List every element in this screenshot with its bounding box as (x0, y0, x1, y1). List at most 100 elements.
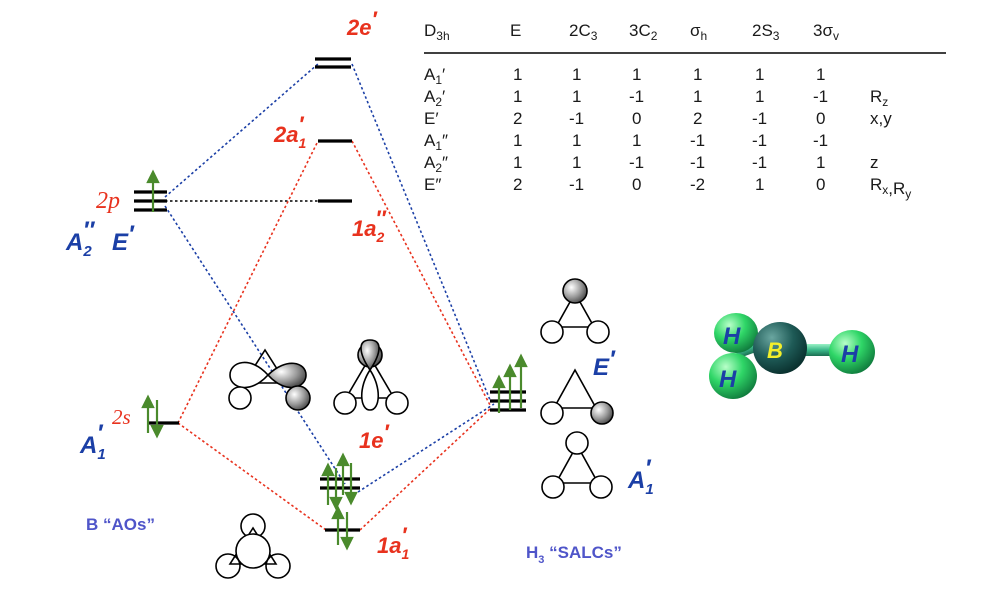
electron-pairs-1e (321, 452, 358, 511)
table-irrep-label: A1′ (424, 65, 445, 87)
table-cell: 1 (816, 153, 825, 172)
table-cell: 1 (632, 65, 641, 84)
table-basis: Rx,Ry (870, 175, 911, 201)
corr-salc-to-1e (357, 403, 495, 493)
table-basis: Rz (870, 87, 888, 109)
electron-pair-2s (141, 394, 164, 439)
table-cell: -1 (690, 153, 705, 172)
table-row: A1″ 1 1 1 -1 -1 -1 (424, 131, 828, 153)
electron-h3-up (492, 353, 528, 413)
table-irrep-label: A1″ (424, 131, 448, 153)
orbital-1e-inplane (228, 348, 311, 411)
table-cell: -1 (569, 109, 584, 128)
table-cell: 0 (816, 175, 825, 194)
table-rows: A1′ 1 1 1 1 1 1 A2′ 1 1 -1 1 1 -1 Rz E′ 2 -1 0 2 -1 0 x,y A1″ 1 1… (424, 65, 911, 201)
table-cell: -1 (690, 131, 705, 150)
table-cell: 1 (693, 65, 702, 84)
table-cell: 0 (632, 175, 641, 194)
salc-e-prime-2 (540, 368, 614, 425)
table-cell: 2 (513, 175, 522, 194)
table-cell: -1 (813, 131, 828, 150)
label-1e-prime: 1e′ (359, 420, 390, 453)
table-cell: -1 (752, 153, 767, 172)
table-cell: 1 (513, 65, 522, 84)
table-cell: 1 (572, 87, 581, 106)
table-cell: 1 (572, 131, 581, 150)
table-row: A1′ 1 1 1 1 1 1 (424, 65, 825, 87)
table-header-0: E (510, 21, 521, 40)
level-2e-prime (315, 57, 351, 69)
table-cell: 1 (513, 131, 522, 150)
table-cell: -1 (813, 87, 828, 106)
h3-salcs-caption: H3 “SALCs” (526, 543, 622, 566)
table-cell: 1 (693, 87, 702, 106)
table-row: A2′ 1 1 -1 1 1 -1 Rz (424, 87, 888, 109)
electron-pair-1a1 (331, 505, 354, 551)
table-group-label: D3h (424, 21, 450, 43)
table-cell: 1 (755, 65, 764, 84)
symmetry-a2-dprime: A2″ (65, 217, 96, 260)
table-header-2: 3C2 (629, 21, 658, 43)
atom-h-right (829, 330, 875, 374)
table-irrep-label: E′ (424, 109, 439, 128)
level-boron-2p (134, 190, 167, 212)
electron-2p-up (146, 169, 160, 212)
character-table: D3h E 2C3 3C2 σh 2S3 3σv A1′ 1 1 1 1 1 1 A2′ 1 1 -1 1 1 -1… (424, 21, 946, 201)
table-cell: -2 (690, 175, 705, 194)
table-cell: 1 (755, 175, 764, 194)
molecule-label-h2: H (719, 366, 737, 393)
label-2e-prime: 2e′ (346, 7, 378, 40)
boron-aos-caption: B “AOs” (86, 515, 155, 534)
orbital-sketches (215, 278, 614, 579)
table-row: A2″ 1 1 -1 -1 -1 1 z (424, 153, 879, 175)
table-row: E′ 2 -1 0 2 -1 0 x,y (424, 109, 892, 128)
corr-2s-to-2a1 (177, 140, 319, 424)
atom-b-center (753, 322, 807, 374)
symmetry-e-prime-boron: E′ (112, 221, 135, 256)
salc-e-prime-1 (540, 278, 610, 344)
orbital-1e-perpendicular (333, 339, 409, 415)
atom-h-upper-left (714, 313, 758, 353)
table-header-1: 2C3 (569, 21, 598, 43)
table-cell: -1 (629, 87, 644, 106)
bh3-molecule-model: H H B H (709, 313, 875, 399)
table-cell: 1 (572, 153, 581, 172)
molecule-label-h1: H (723, 323, 741, 350)
table-row: E″ 2 -1 0 -2 1 0 Rx,Ry (424, 175, 911, 201)
table-cell: 1 (755, 87, 764, 106)
corr-2p-to-2e (164, 63, 319, 198)
label-2p: 2p (96, 188, 120, 214)
table-cell: 1 (572, 65, 581, 84)
atom-h-lower-left (709, 353, 757, 399)
molecule-label-b: B (767, 338, 783, 363)
molecule-label-h3: H (841, 341, 859, 368)
corr-2s-to-1a1 (177, 422, 327, 531)
table-irrep-label: E″ (424, 175, 441, 194)
table-basis: x,y (870, 109, 892, 128)
correlation-lines (164, 63, 495, 531)
table-cell: 2 (693, 109, 702, 128)
table-cell: -1 (752, 109, 767, 128)
table-cell: 0 (816, 109, 825, 128)
hydrogen-labels: E′ A1′ H3 “SALCs” (526, 346, 654, 566)
table-cell: -1 (569, 175, 584, 194)
table-cell: 2 (513, 109, 522, 128)
symmetry-a1-prime-boron: A1′ (79, 420, 106, 463)
table-cell: 1 (632, 131, 641, 150)
level-1e-prime (320, 477, 360, 490)
table-cell: 1 (513, 153, 522, 172)
corr-2p-to-1e (164, 205, 346, 485)
orbital-1a1-symmetric (215, 513, 291, 579)
mo-labels: 2e′ 2a1′ 1a2″ 1e′ 1a1′ (273, 7, 409, 562)
boron-labels: 2p 2s A2″ E′ A1′ B “AOs” (65, 188, 155, 534)
label-2s: 2s (112, 405, 131, 429)
label-2a1-prime: 2a1′ (273, 112, 306, 151)
table-cell: -1 (752, 131, 767, 150)
salc-a1-prime (541, 431, 613, 499)
table-headers: E 2C3 3C2 σh 2S3 3σv (510, 21, 839, 43)
table-cell: 0 (632, 109, 641, 128)
table-cell: 1 (816, 65, 825, 84)
symmetry-a1-prime-h3: A1′ (627, 455, 654, 498)
